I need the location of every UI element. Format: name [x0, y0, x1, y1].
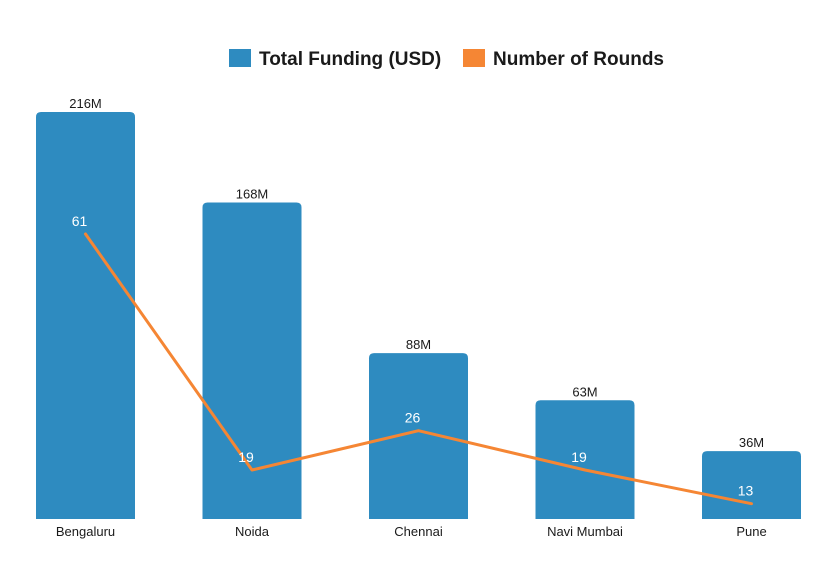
legend-swatch-total-funding-usd	[229, 49, 251, 67]
category-label-navi-mumbai: Navi Mumbai	[547, 524, 623, 539]
bar-value-label-bengaluru: 216M	[69, 96, 102, 111]
legend-swatch-number-of-rounds	[463, 49, 485, 67]
category-label-bengaluru: Bengaluru	[56, 524, 115, 539]
bar-bengaluru	[36, 112, 135, 519]
bar-value-label-noida: 168M	[236, 186, 269, 201]
bar-navi-mumbai	[535, 400, 635, 519]
legend: Total Funding (USD) Number of Rounds	[229, 49, 664, 70]
rounds-line	[84, 232, 753, 506]
legend-label-number-of-rounds: Number of Rounds	[493, 49, 664, 70]
bar-pune	[702, 451, 801, 519]
rounds-point-label-navi-mumbai: 19	[571, 449, 587, 465]
bar-value-label-pune: 36M	[739, 435, 764, 450]
legend-label-total-funding-usd: Total Funding (USD)	[259, 49, 441, 70]
category-label-chennai: Chennai	[394, 524, 443, 539]
bar-chennai	[369, 353, 468, 519]
bar-value-label-chennai: 88M	[406, 337, 431, 352]
rounds-point-label-chennai: 26	[405, 410, 421, 426]
bar-value-label-navi-mumbai: 63M	[572, 384, 597, 399]
bar-series	[36, 112, 801, 519]
rounds-point-label-pune: 13	[738, 483, 754, 499]
rounds-point-label-bengaluru: 61	[72, 213, 88, 229]
label-layer: 216M Bengaluru 168M Noida 88M Chennai 63M Navi …	[56, 96, 767, 539]
category-label-pune: Pune	[736, 524, 766, 539]
line-series	[84, 232, 753, 506]
rounds-point-label-noida: 19	[238, 449, 254, 465]
category-label-noida: Noida	[235, 524, 270, 539]
bar-noida	[202, 202, 302, 519]
